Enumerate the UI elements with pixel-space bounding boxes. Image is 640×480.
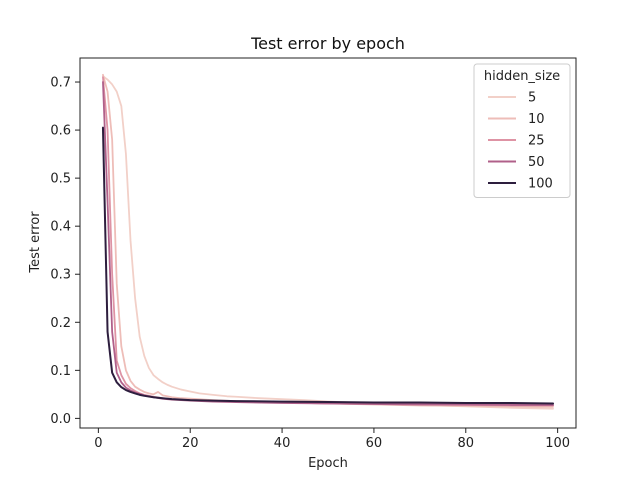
x-tick-label: 40 (274, 436, 291, 451)
legend-title: hidden_size (484, 69, 560, 84)
x-axis: 0 20 40 60 80 100 (94, 428, 570, 451)
y-tick-label: 0.7 (50, 76, 71, 91)
x-tick-label: 60 (366, 436, 383, 451)
legend-label-100: 100 (528, 177, 553, 192)
legend: hidden_size 5 10 25 50 100 (473, 63, 571, 198)
legend-box (473, 63, 571, 198)
y-axis-title: Test error (28, 211, 43, 274)
legend-label-50: 50 (528, 155, 545, 170)
x-tick-label: 0 (94, 436, 102, 451)
x-tick-label: 80 (458, 436, 475, 451)
x-axis-title: Epoch (308, 456, 348, 471)
y-tick-label: 0.6 (50, 124, 71, 139)
plot-frame (79, 57, 577, 429)
legend-label-10: 10 (528, 112, 545, 127)
y-tick-label: 0.0 (50, 412, 71, 427)
legend-label-5: 5 (528, 91, 536, 106)
y-tick-label: 0.4 (50, 220, 71, 235)
y-tick-label: 0.1 (50, 364, 71, 379)
legend-label-25: 25 (528, 134, 545, 149)
x-tick-label: 100 (545, 436, 570, 451)
series-line-100 (101, 126, 555, 405)
y-axis: 0.0 0.1 0.2 0.3 0.4 0.5 0.6 0.7 (50, 76, 80, 427)
y-tick-label: 0.2 (50, 316, 71, 331)
series-layer (101, 73, 555, 410)
chart-title: Test error by epoch (250, 34, 405, 53)
legend-items: 5 10 25 50 100 (488, 91, 553, 192)
y-tick-label: 0.5 (50, 172, 71, 187)
x-tick-label: 20 (182, 436, 199, 451)
y-tick-label: 0.3 (50, 268, 71, 283)
plot-area (79, 57, 577, 429)
